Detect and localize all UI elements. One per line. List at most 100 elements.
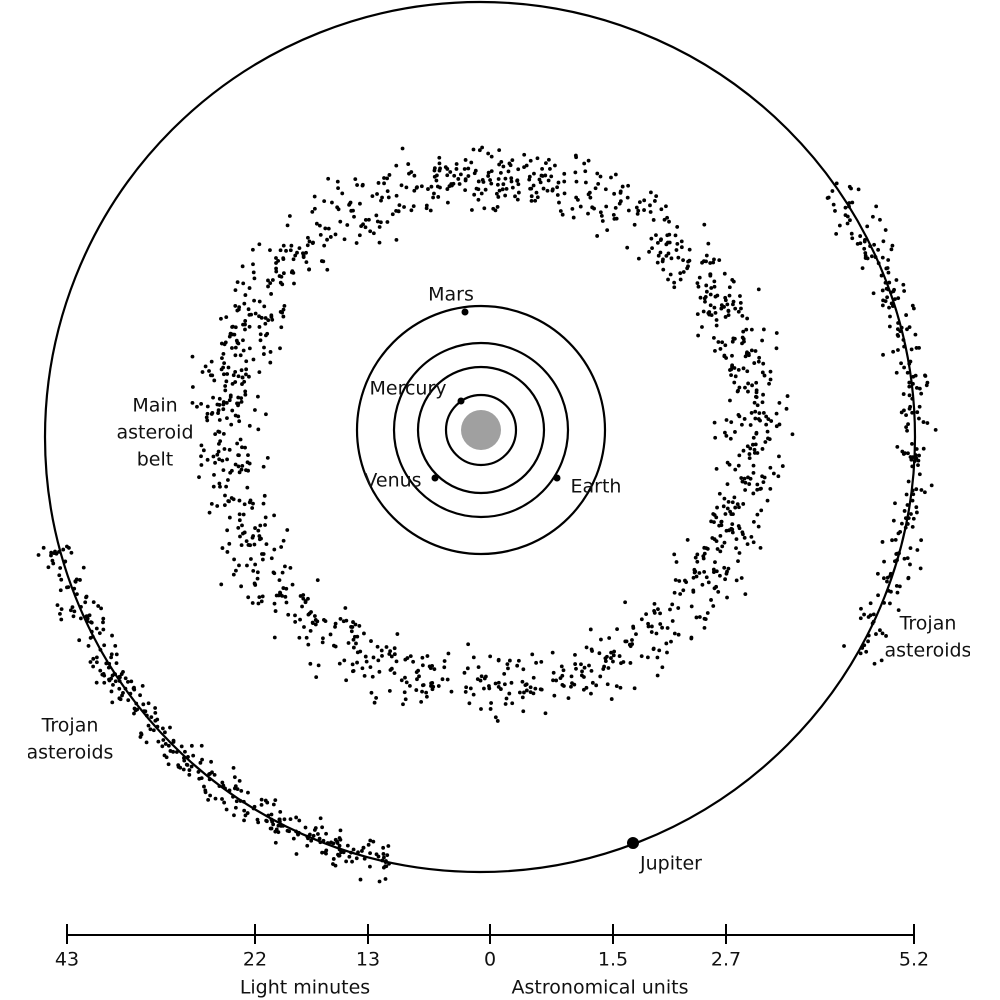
sun bbox=[461, 410, 501, 450]
asteroid bbox=[197, 475, 201, 480]
asteroid bbox=[496, 680, 501, 685]
asteroid bbox=[252, 276, 257, 281]
trojan-asteroid bbox=[220, 780, 225, 785]
trojan-asteroid bbox=[324, 848, 329, 853]
asteroid bbox=[654, 233, 658, 238]
asteroid bbox=[717, 258, 722, 263]
trojan-asteroid bbox=[196, 770, 201, 774]
asteroid bbox=[712, 257, 716, 262]
trojan-asteroid bbox=[73, 579, 78, 584]
asteroid bbox=[758, 546, 763, 550]
asteroid bbox=[777, 422, 782, 427]
asteroid bbox=[251, 534, 256, 538]
trojan-asteroid bbox=[117, 696, 122, 701]
trojan-asteroid bbox=[878, 217, 882, 222]
asteroid bbox=[509, 176, 514, 181]
trojan-asteroid bbox=[918, 566, 923, 571]
planet-label: Mars bbox=[428, 284, 474, 306]
trojan-asteroid bbox=[889, 301, 894, 306]
trojan-asteroid bbox=[901, 282, 906, 287]
asteroid bbox=[590, 649, 594, 653]
trojan-asteroid bbox=[144, 740, 149, 745]
asteroid bbox=[335, 179, 340, 184]
trojan-asteroid bbox=[908, 546, 913, 551]
asteroid bbox=[549, 174, 554, 179]
asteroid bbox=[305, 243, 310, 248]
asteroid bbox=[204, 415, 209, 420]
asteroid bbox=[239, 396, 244, 400]
trojan-asteroid bbox=[871, 291, 876, 296]
asteroid bbox=[266, 284, 270, 289]
asteroid bbox=[266, 318, 271, 323]
asteroid bbox=[225, 372, 230, 376]
asteroid bbox=[743, 480, 748, 485]
trojan-asteroid bbox=[321, 838, 326, 843]
asteroid bbox=[503, 176, 508, 181]
trojan-asteroid bbox=[362, 856, 367, 861]
asteroid bbox=[513, 194, 517, 199]
asteroid bbox=[377, 240, 382, 245]
asteroid bbox=[527, 177, 532, 182]
trojan-asteroid bbox=[868, 244, 872, 248]
trojan-asteroid bbox=[316, 832, 320, 836]
asteroid bbox=[312, 614, 317, 618]
asteroid bbox=[642, 198, 647, 203]
asteroid bbox=[506, 666, 510, 671]
asteroid bbox=[681, 588, 686, 593]
asteroid bbox=[355, 660, 359, 665]
asteroid bbox=[736, 388, 740, 393]
asteroid bbox=[666, 277, 670, 282]
asteroid bbox=[362, 673, 367, 678]
asteroid bbox=[760, 370, 765, 375]
asteroid bbox=[529, 194, 534, 199]
asteroid bbox=[676, 632, 681, 637]
asteroid bbox=[350, 662, 355, 667]
asteroid bbox=[411, 204, 416, 209]
asteroid bbox=[759, 508, 764, 513]
asteroid bbox=[603, 187, 608, 192]
asteroid bbox=[265, 456, 270, 460]
trojan-asteroid bbox=[239, 788, 244, 793]
trojan-asteroid bbox=[59, 617, 64, 622]
trojan-asteroid bbox=[368, 851, 372, 856]
planet-label: Earth bbox=[571, 476, 622, 498]
asteroid bbox=[264, 542, 269, 547]
asteroid bbox=[634, 205, 639, 210]
asteroid bbox=[509, 179, 514, 184]
asteroid bbox=[384, 645, 389, 649]
trojan-asteroid bbox=[866, 639, 870, 644]
asteroid bbox=[488, 178, 492, 182]
trojan-asteroid bbox=[875, 571, 880, 576]
asteroid bbox=[701, 554, 706, 559]
trojan-asteroid bbox=[902, 556, 907, 561]
asteroid bbox=[336, 186, 340, 191]
trojan-asteroid bbox=[114, 652, 119, 657]
asteroid bbox=[258, 523, 263, 528]
asteroid bbox=[562, 179, 567, 184]
asteroid bbox=[223, 388, 228, 393]
trojan-asteroid bbox=[212, 773, 217, 777]
asteroid bbox=[284, 586, 289, 591]
trojan-asteroid bbox=[123, 676, 128, 681]
asteroid bbox=[245, 485, 250, 490]
asteroid bbox=[745, 350, 749, 355]
asteroid bbox=[394, 238, 399, 242]
asteroid bbox=[487, 686, 492, 691]
asteroid bbox=[195, 404, 199, 409]
trojan-asteroid bbox=[896, 321, 900, 325]
trojan-asteroid bbox=[191, 753, 196, 758]
asteroid bbox=[725, 302, 730, 307]
asteroid bbox=[726, 313, 731, 318]
asteroid bbox=[520, 679, 525, 684]
trojan-asteroid bbox=[85, 619, 90, 624]
trojan-asteroid bbox=[335, 839, 339, 844]
trojan-asteroid bbox=[887, 305, 891, 310]
asteroid bbox=[212, 472, 216, 477]
asteroid bbox=[409, 208, 414, 213]
trojan-asteroid bbox=[855, 241, 860, 246]
trojan-asteroid bbox=[902, 289, 907, 293]
trojan-asteroid bbox=[183, 749, 187, 754]
trojan-asteroid bbox=[914, 456, 919, 461]
trojan-asteroid bbox=[71, 614, 76, 619]
asteroid bbox=[569, 674, 574, 679]
